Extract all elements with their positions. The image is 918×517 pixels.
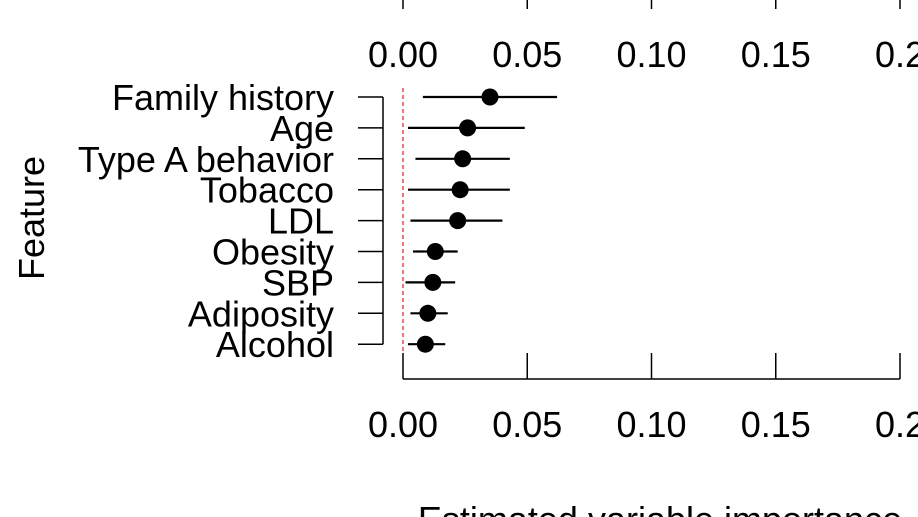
feature-label: Obesity — [212, 232, 334, 273]
top-x-tick-label: 0.15 — [741, 34, 811, 75]
top-x-tick-label: 0.00 — [368, 34, 438, 75]
feature-label: Alcohol — [216, 324, 334, 365]
importance-point — [419, 304, 437, 322]
feature-label: Age — [270, 108, 334, 149]
top-x-tick-label: 0.10 — [616, 34, 686, 75]
importance-point — [454, 150, 472, 168]
bottom-x-tick-label: 0.10 — [616, 404, 686, 445]
top-x-axis: 0.00 0.05 0.10 0.15 0.2 — [368, 0, 918, 75]
feature-label: LDL — [268, 201, 334, 242]
importance-point — [416, 335, 434, 353]
importance-point — [459, 119, 477, 137]
bottom-x-tick-label: 0.15 — [741, 404, 811, 445]
importance-point — [451, 181, 469, 199]
feature-label: SBP — [262, 262, 334, 303]
importance-point — [449, 212, 467, 230]
feature-label: Family history — [112, 77, 334, 118]
importance-point — [481, 88, 499, 106]
top-x-tick-label: 0.2 — [875, 34, 918, 75]
bottom-x-tick-label: 0.05 — [492, 404, 562, 445]
feature-label: Type A behavior — [78, 139, 334, 180]
y-axis-title: Feature — [11, 156, 52, 280]
bottom-x-axis: 0.00 0.05 0.10 0.15 0.2 — [368, 353, 918, 445]
importance-marks — [405, 88, 558, 353]
bottom-x-tick-label: 0.2 — [875, 404, 918, 445]
x-axis-title: Estimated variable importance — [418, 499, 902, 517]
top-x-tick-label: 0.05 — [492, 34, 562, 75]
feature-label: Tobacco — [200, 170, 334, 211]
importance-point — [424, 273, 442, 291]
bottom-x-tick-label: 0.00 — [368, 404, 438, 445]
importance-point — [426, 243, 444, 260]
feature-label: Adiposity — [188, 293, 334, 334]
